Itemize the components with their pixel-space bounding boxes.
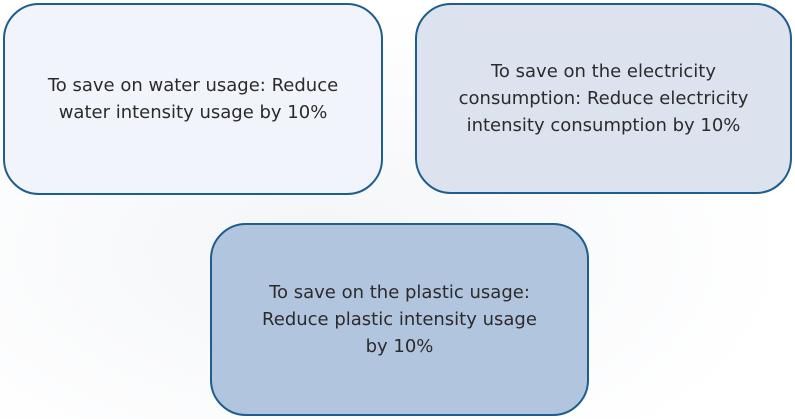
goal-box: To save on water usage: Reduce water inte… xyxy=(3,3,383,195)
goal-text: by 10% xyxy=(365,336,434,357)
goal-text: To save on the electricity xyxy=(490,61,717,82)
goal-text: water intensity usage by 10% xyxy=(58,102,328,123)
goal-text: intensity consumption by 10% xyxy=(466,115,741,136)
goal-text: To save on water usage: Reduce xyxy=(47,75,339,96)
goal-text: To save on the plastic usage: xyxy=(269,282,530,303)
goal-text: consumption: Reduce electricity xyxy=(458,88,749,109)
goal-box: To save on the plastic usage: Reduce plas… xyxy=(210,223,589,416)
goal-text: Reduce plastic intensity usage xyxy=(262,309,537,330)
goal-box: To save on the electricity consumption: R… xyxy=(415,3,792,194)
